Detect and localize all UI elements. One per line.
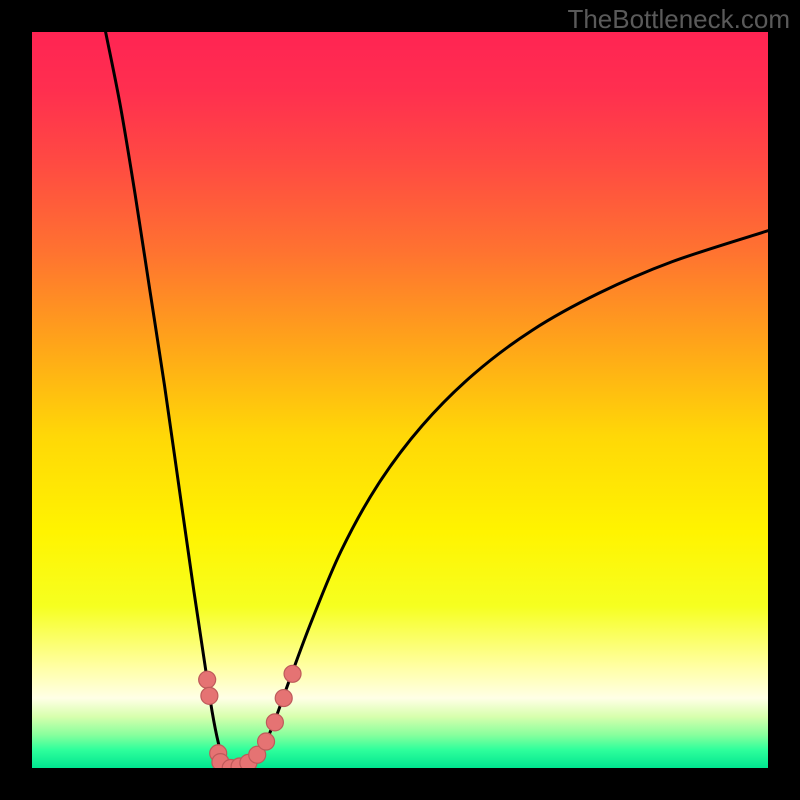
data-marker — [199, 671, 216, 688]
chart-frame: TheBottleneck.com — [0, 0, 800, 800]
data-marker — [266, 714, 283, 731]
plot-background — [32, 32, 768, 768]
data-marker — [275, 690, 292, 707]
data-marker — [258, 733, 275, 750]
bottleneck-chart — [0, 0, 800, 800]
data-marker — [284, 665, 301, 682]
data-marker — [201, 687, 218, 704]
